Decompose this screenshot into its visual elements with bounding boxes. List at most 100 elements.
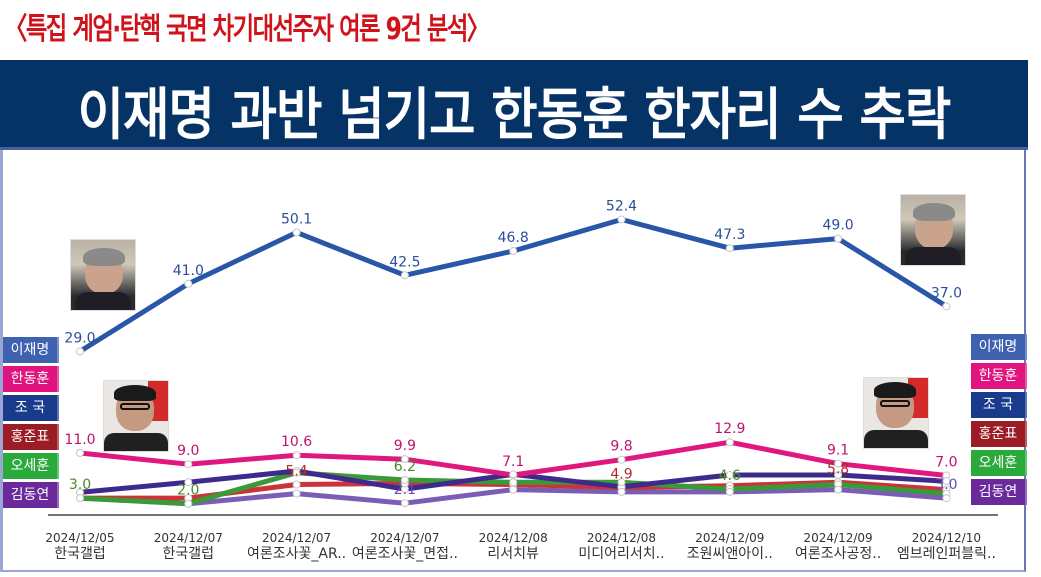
data-label: 10.6 [281, 434, 312, 450]
data-point [400, 455, 409, 464]
data-label: 9.1 [827, 443, 849, 459]
data-point [292, 480, 301, 489]
data-label: 11.0 [64, 432, 95, 448]
data-label: 3.0 [69, 477, 91, 493]
data-label: 5.4 [285, 464, 307, 480]
legend-item: 한동훈 [3, 366, 59, 392]
data-point [76, 448, 84, 457]
data-label: 2.0 [177, 483, 199, 499]
x-tick-label: 2024/12/09 여론조사공정.. [778, 530, 898, 562]
x-tick-pollster: 한국갤럽 [54, 546, 106, 562]
data-label: 5.8 [827, 461, 849, 477]
data-point [725, 470, 734, 479]
x-tick-pollster: 여론조사꽃_AR.. [247, 546, 347, 562]
data-point [400, 271, 409, 280]
legend-item: 조 국 [3, 395, 59, 421]
data-point [834, 485, 843, 494]
data-label: 7.1 [502, 454, 524, 470]
data-label: 9.9 [394, 438, 416, 454]
data-label: 47.3 [714, 227, 745, 243]
data-point [292, 489, 301, 498]
chart-frame [0, 60, 1026, 572]
x-tick-pollster: 조원씨앤아이.. [686, 546, 773, 562]
data-point [725, 487, 734, 496]
legend-item: 한동훈 [971, 363, 1027, 389]
x-tick-date: 2024/12/10 [911, 531, 981, 545]
legend-item: 오세훈 [3, 453, 59, 479]
legend-item: 조 국 [971, 392, 1027, 418]
legend-item: 김동연 [971, 479, 1027, 505]
data-label: 12.9 [714, 421, 745, 437]
x-tick-pollster: 여론조사꽃_면접.. [351, 546, 458, 562]
legend-item: 홍준표 [3, 424, 59, 450]
headline-title: 이재명 과반 넘기고 한동훈 한자리 수 추락 [77, 83, 952, 148]
han-dong-hoon-photo-right [863, 377, 929, 449]
x-tick-date: 2024/12/08 [478, 531, 548, 545]
han-dong-hoon-photo-left [103, 380, 169, 452]
legend-item: 이재명 [3, 337, 59, 363]
data-label: 9.8 [610, 439, 632, 455]
data-label: 3.0 [935, 477, 957, 493]
data-point [509, 247, 518, 256]
data-point [725, 438, 734, 447]
data-point [942, 494, 951, 503]
data-label: 41.0 [173, 263, 204, 279]
legend-item: 이재명 [971, 334, 1027, 360]
data-point [400, 476, 409, 485]
x-tick-label: 2024/12/10 엠브레인퍼블릭.. [886, 530, 1006, 562]
x-tick-date: 2024/12/08 [586, 531, 657, 545]
data-label: 7.0 [935, 455, 957, 471]
data-point [509, 485, 518, 494]
data-point [292, 451, 301, 460]
x-tick-label: 2024/12/07 여론조사꽃_AR.. [237, 530, 357, 562]
data-label: 4.9 [610, 466, 632, 482]
x-tick-date: 2024/12/07 [153, 531, 223, 545]
legend-right: 이재명 한동훈 조 국 홍준표 오세훈 김동연 [971, 334, 1027, 508]
legend-left: 이재명 한동훈 조 국 홍준표 오세훈 김동연 [3, 337, 59, 511]
legend-item: 김동연 [3, 482, 59, 508]
data-point [76, 494, 84, 503]
x-tick-pollster: 한국갤럽 [162, 546, 215, 562]
data-point [617, 215, 626, 224]
data-point [942, 302, 951, 311]
x-tick-pollster: 엠브레인퍼블릭.. [896, 546, 996, 562]
legend-item: 홍준표 [971, 421, 1027, 447]
data-point [617, 478, 626, 487]
data-point [617, 487, 626, 496]
lee-jae-myung-photo-left [70, 239, 136, 311]
data-label: 50.1 [281, 211, 312, 227]
x-tick-label: 2024/12/08 미디어리서치.. [562, 530, 682, 562]
data-point [400, 499, 409, 508]
data-label: 52.4 [606, 198, 637, 214]
data-point [942, 477, 951, 486]
data-label: 42.5 [389, 254, 420, 270]
lee-jae-myung-photo-right [900, 194, 966, 266]
x-tick-pollster: 미디어리서치.. [578, 546, 665, 562]
kicker-title: 〈특집 계엄·탄핵 국면 차기대선주자 여론 9건 분석〉 [4, 12, 490, 47]
data-point [834, 459, 843, 468]
data-label: 4.6 [719, 468, 741, 484]
data-label: 6.2 [394, 459, 416, 475]
data-point [184, 478, 193, 487]
data-point [509, 470, 518, 479]
x-tick-label: 2024/12/08 리서치뷰 [453, 530, 573, 562]
x-tick-date: 2024/12/07 [370, 531, 440, 545]
x-tick-label: 2024/12/09 조원씨앤아이.. [670, 530, 790, 562]
x-tick-label: 2024/12/05 한국갤럽 [20, 530, 140, 562]
x-tick-date: 2024/12/09 [695, 531, 765, 545]
x-tick-date: 2024/12/07 [262, 531, 332, 545]
data-label: 9.0 [177, 443, 199, 459]
data-label: 29.0 [64, 330, 95, 346]
x-tick-pollster: 여론조사공정.. [795, 546, 882, 562]
x-tick-date: 2024/12/05 [45, 531, 115, 545]
data-point [76, 347, 84, 356]
data-point [725, 244, 734, 253]
x-tick-label: 2024/12/07 여론조사꽃_면접.. [345, 530, 465, 562]
data-label: 37.0 [931, 285, 962, 301]
data-point [292, 228, 301, 237]
data-point [834, 234, 843, 243]
data-label: 46.8 [498, 230, 529, 246]
data-point [509, 478, 518, 487]
data-label: 2.1 [394, 482, 416, 498]
